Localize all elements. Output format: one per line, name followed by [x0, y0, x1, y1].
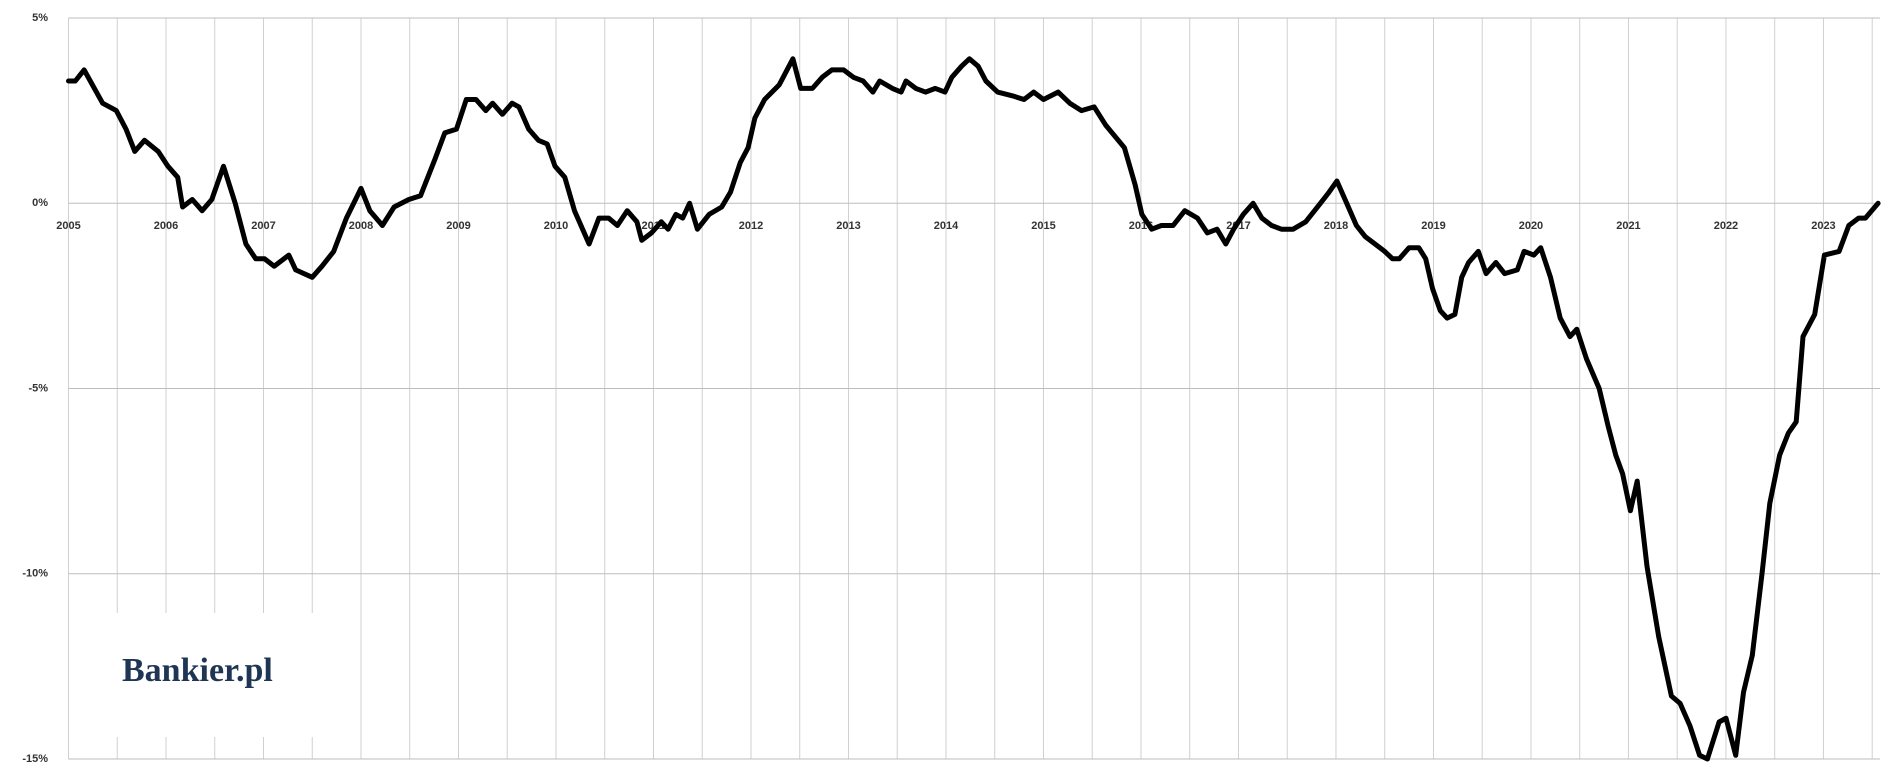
logo-background	[96, 613, 348, 737]
x-tick-label: 2019	[1421, 220, 1445, 232]
x-tick-label: 2020	[1519, 220, 1543, 232]
logo-area: Bankier.pl	[96, 613, 348, 737]
plot	[66, 56, 1881, 762]
x-tick-label: 2006	[154, 220, 178, 232]
x-tick-label: 2014	[934, 220, 959, 232]
x-tick-label: 2013	[836, 220, 860, 232]
x-tick-label: 2012	[739, 220, 763, 232]
x-tick-label: 2005	[56, 220, 80, 232]
y-tick-label: 5%	[32, 12, 48, 24]
x-tick-label: 2023	[1811, 220, 1835, 232]
x-tick-label: 2007	[251, 220, 275, 232]
x-tick-label: 2018	[1324, 220, 1348, 232]
y-tick-label: -5%	[28, 382, 48, 394]
x-tick-label: 2021	[1616, 220, 1640, 232]
x-tick-label: 2022	[1714, 220, 1738, 232]
x-tick-label: 2010	[544, 220, 568, 232]
logo: Bankier.pl	[122, 652, 273, 689]
data-line	[66, 56, 1881, 762]
x-tick-label: 2008	[349, 220, 373, 232]
y-tick-label: -15%	[22, 753, 48, 765]
x-tick-label: 2015	[1031, 220, 1055, 232]
grid	[68, 17, 1880, 760]
y-tick-label: 0%	[32, 197, 48, 209]
y-tick-label: -10%	[22, 568, 48, 580]
x-tick-label: 2009	[446, 220, 470, 232]
